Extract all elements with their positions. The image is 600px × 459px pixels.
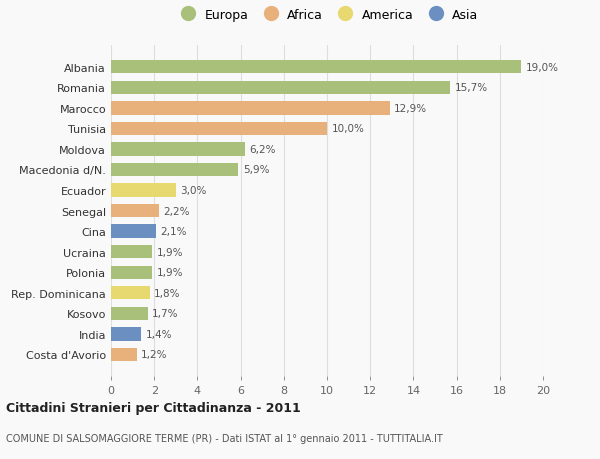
- Bar: [111, 81, 450, 95]
- Text: 15,7%: 15,7%: [454, 83, 488, 93]
- Bar: [111, 163, 238, 177]
- Text: 1,9%: 1,9%: [157, 268, 183, 278]
- Text: Cittadini Stranieri per Cittadinanza - 2011: Cittadini Stranieri per Cittadinanza - 2…: [6, 401, 301, 414]
- Text: 12,9%: 12,9%: [394, 104, 427, 113]
- Bar: [111, 225, 157, 238]
- Text: 10,0%: 10,0%: [331, 124, 364, 134]
- Text: COMUNE DI SALSOMAGGIORE TERME (PR) - Dati ISTAT al 1° gennaio 2011 - TUTTITALIA.: COMUNE DI SALSOMAGGIORE TERME (PR) - Dat…: [6, 433, 443, 442]
- Text: 5,9%: 5,9%: [243, 165, 269, 175]
- Text: 1,2%: 1,2%: [141, 350, 168, 360]
- Text: 1,7%: 1,7%: [152, 309, 179, 319]
- Bar: [111, 184, 176, 197]
- Bar: [111, 328, 141, 341]
- Text: 2,2%: 2,2%: [163, 206, 190, 216]
- Bar: [111, 286, 150, 300]
- Bar: [111, 307, 148, 320]
- Bar: [111, 348, 137, 361]
- Bar: [111, 102, 389, 115]
- Text: 1,4%: 1,4%: [146, 329, 172, 339]
- Bar: [111, 123, 327, 136]
- Bar: [111, 204, 158, 218]
- Text: 19,0%: 19,0%: [526, 62, 559, 73]
- Text: 6,2%: 6,2%: [249, 145, 276, 155]
- Legend: Europa, Africa, America, Asia: Europa, Africa, America, Asia: [170, 4, 484, 27]
- Bar: [111, 266, 152, 280]
- Bar: [111, 143, 245, 156]
- Text: 1,8%: 1,8%: [154, 288, 181, 298]
- Text: 2,1%: 2,1%: [161, 227, 187, 237]
- Bar: [111, 246, 152, 259]
- Text: 1,9%: 1,9%: [157, 247, 183, 257]
- Bar: [111, 61, 521, 74]
- Text: 3,0%: 3,0%: [180, 185, 206, 196]
